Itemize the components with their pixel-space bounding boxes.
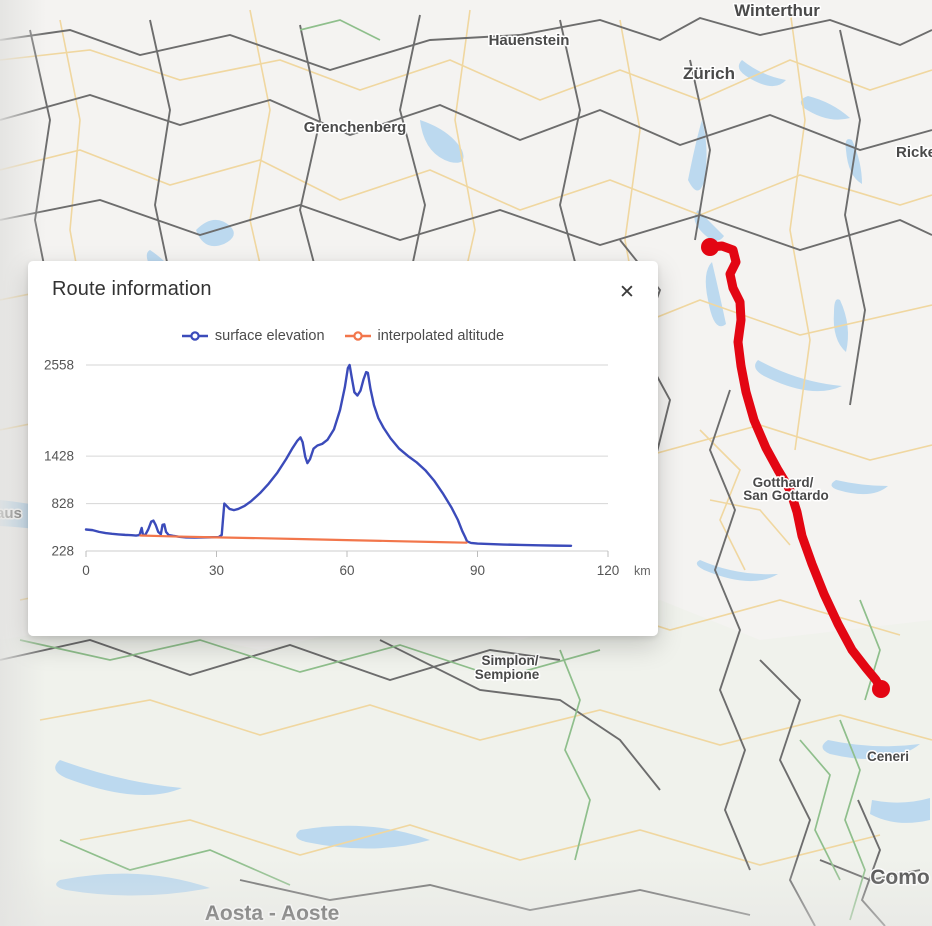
- elevation-profile-chart[interactable]: 22882814282558m0306090120km: [28, 351, 658, 636]
- route-information-panel: Route information ✕ surface elevation in…: [28, 261, 658, 636]
- label-como: Como: [870, 866, 930, 889]
- route-start-marker: [701, 238, 719, 256]
- series-line-0: [84, 363, 573, 547]
- label-hauenstein: Hauenstein: [489, 32, 570, 49]
- chart-legend: surface elevation interpolated altitude: [28, 323, 658, 349]
- label-sempione: Sempione: [475, 667, 540, 682]
- x-axis-unit: km: [634, 564, 651, 578]
- series-line-1: [139, 534, 468, 544]
- legend-marker-surface-elevation: [181, 331, 208, 341]
- label-ceneri: Ceneri: [867, 749, 909, 764]
- x-tick-label: 90: [470, 563, 485, 578]
- close-icon[interactable]: ✕: [610, 275, 644, 309]
- page-title: Route information: [52, 278, 212, 300]
- panel-header: Route information ✕: [28, 261, 658, 323]
- label-winterthur: Winterthur: [734, 1, 820, 20]
- y-tick-label: 228: [51, 544, 74, 559]
- label-simplon: Simplon/: [482, 653, 539, 668]
- legend-item-surface-elevation[interactable]: surface elevation: [181, 328, 325, 344]
- route-polyline[interactable]: [705, 241, 886, 694]
- label-grenchenberg: Grenchenberg: [304, 119, 407, 136]
- map-terrain-green: [0, 600, 932, 926]
- route-end-marker: [872, 680, 890, 698]
- legend-label-interpolated-altitude: interpolated altitude: [377, 328, 505, 344]
- legend-marker-interpolated-altitude: [344, 331, 371, 341]
- y-tick-label: 828: [51, 496, 74, 511]
- x-tick-label: 120: [597, 563, 620, 578]
- y-tick-label: 1428: [44, 449, 74, 464]
- legend-label-surface-elevation: surface elevation: [214, 328, 325, 344]
- x-tick-label: 60: [339, 563, 354, 578]
- y-tick-label: 2558: [44, 358, 74, 373]
- label-san-gottardo: San Gottardo: [743, 488, 829, 503]
- label-gotthard: Gotthard/: [753, 475, 814, 490]
- label-aosta: Aosta - Aoste: [205, 902, 340, 925]
- label-ricken: Ricke: [896, 144, 932, 161]
- x-tick-label: 0: [82, 563, 90, 578]
- legend-item-interpolated-altitude[interactable]: interpolated altitude: [344, 328, 505, 344]
- label-lausanne: aus: [0, 505, 22, 522]
- x-tick-label: 30: [209, 563, 224, 578]
- label-zurich: Zürich: [683, 64, 735, 83]
